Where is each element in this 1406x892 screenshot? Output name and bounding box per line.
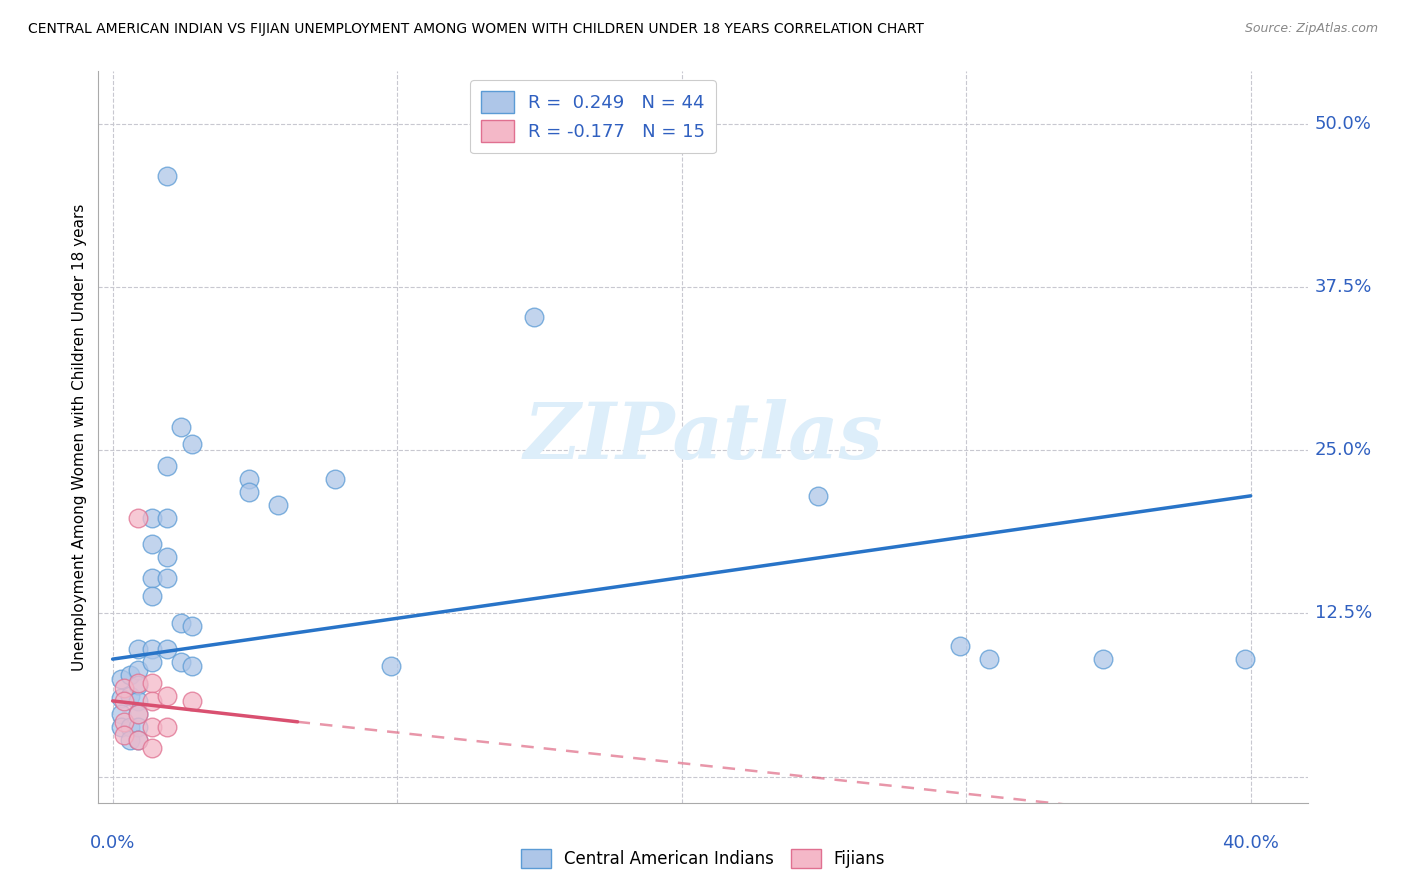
Point <box>127 733 149 747</box>
Point <box>141 641 163 656</box>
Text: ZIPatlas: ZIPatlas <box>523 399 883 475</box>
Point <box>127 720 149 734</box>
Text: 25.0%: 25.0% <box>1315 442 1372 459</box>
Text: Source: ZipAtlas.com: Source: ZipAtlas.com <box>1244 22 1378 36</box>
Point <box>127 675 149 690</box>
Point <box>156 720 179 734</box>
Point <box>170 615 193 630</box>
Point <box>127 706 149 721</box>
Point <box>156 571 179 585</box>
Point <box>118 667 141 681</box>
Text: 0.0%: 0.0% <box>90 834 135 852</box>
Point <box>156 458 179 473</box>
Point <box>1091 652 1114 666</box>
Point <box>141 720 163 734</box>
Point <box>141 590 163 604</box>
Point <box>141 537 163 551</box>
Point <box>110 691 132 706</box>
Y-axis label: Unemployment Among Women with Children Under 18 years: Unemployment Among Women with Children U… <box>72 203 87 671</box>
Text: 40.0%: 40.0% <box>1222 834 1279 852</box>
Point <box>112 694 135 708</box>
Point <box>170 419 193 434</box>
Point <box>127 706 149 721</box>
Point <box>238 485 260 500</box>
Point <box>266 498 288 512</box>
Point <box>141 675 163 690</box>
Text: CENTRAL AMERICAN INDIAN VS FIJIAN UNEMPLOYMENT AMONG WOMEN WITH CHILDREN UNDER 1: CENTRAL AMERICAN INDIAN VS FIJIAN UNEMPL… <box>28 22 924 37</box>
Point <box>127 641 149 656</box>
Point <box>127 694 149 708</box>
Point <box>118 733 141 747</box>
Point <box>110 672 132 686</box>
Point <box>380 658 402 673</box>
Point <box>141 511 163 525</box>
Point <box>118 720 141 734</box>
Point <box>170 655 193 669</box>
Point <box>1233 652 1256 666</box>
Point <box>181 619 204 633</box>
Point <box>156 550 179 565</box>
Point <box>156 169 179 183</box>
Point <box>523 310 546 324</box>
Point <box>141 655 163 669</box>
Point <box>141 740 163 755</box>
Point <box>156 689 179 703</box>
Point <box>127 678 149 692</box>
Point <box>110 720 132 734</box>
Point <box>181 694 204 708</box>
Point <box>112 728 135 742</box>
Point <box>112 681 135 695</box>
Point <box>238 472 260 486</box>
Point <box>156 511 179 525</box>
Point <box>110 706 132 721</box>
Text: 12.5%: 12.5% <box>1315 605 1372 623</box>
Point <box>323 472 346 486</box>
Point <box>181 658 204 673</box>
Point <box>949 639 972 653</box>
Point <box>141 694 163 708</box>
Point <box>181 436 204 450</box>
Text: 50.0%: 50.0% <box>1315 114 1371 133</box>
Text: 37.5%: 37.5% <box>1315 278 1372 296</box>
Legend: R =  0.249   N = 44, R = -0.177   N = 15: R = 0.249 N = 44, R = -0.177 N = 15 <box>470 80 716 153</box>
Point <box>127 733 149 747</box>
Point <box>127 511 149 525</box>
Point <box>118 689 141 703</box>
Point <box>127 663 149 677</box>
Point <box>807 489 830 503</box>
Point <box>141 571 163 585</box>
Point <box>156 641 179 656</box>
Point <box>112 714 135 729</box>
Legend: Central American Indians, Fijians: Central American Indians, Fijians <box>515 843 891 875</box>
Point <box>977 652 1000 666</box>
